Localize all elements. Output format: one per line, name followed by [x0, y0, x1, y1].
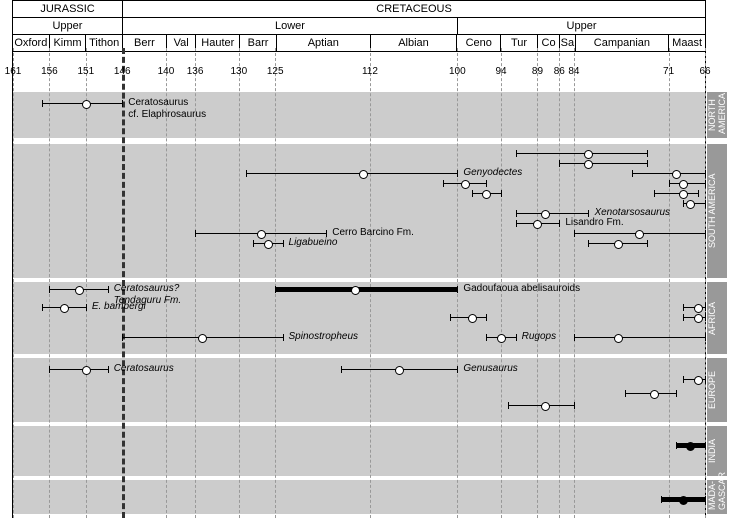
taxon-label: Ceratosaurus	[114, 363, 174, 375]
header-cell: Upper	[458, 18, 705, 35]
header-cell: CRETACEOUS	[123, 1, 705, 18]
header-cell: JURASSIC	[13, 1, 123, 18]
region-band	[13, 92, 705, 138]
taxon-label: Genusaurus	[463, 363, 517, 375]
age-tick-label: 136	[187, 66, 204, 77]
taxon-label: Genyodectes	[463, 167, 522, 179]
taxon-label: Gadoufaoua abelisauroids	[463, 283, 580, 295]
age-tick-label: 71	[663, 66, 674, 77]
header-cell: Upper	[13, 18, 123, 35]
taxon-label: Rugops	[522, 331, 556, 343]
header-cell: Lower	[123, 18, 458, 35]
taxon-label: Cerro Barcino Fm.	[332, 227, 414, 239]
region-label: INDIA	[707, 426, 727, 476]
age-tick-label: 140	[158, 66, 175, 77]
age-tick-label: 161	[5, 66, 22, 77]
gridline	[370, 48, 371, 518]
age-tick-label: 125	[267, 66, 284, 77]
age-tick-label: 89	[532, 66, 543, 77]
age-tick-label: 86	[554, 66, 565, 77]
taxon-label: E. bambergi	[92, 301, 146, 313]
age-tick-label: 100	[449, 66, 466, 77]
region-label: SOUTH AMERICA	[707, 144, 727, 278]
gridline	[86, 48, 87, 518]
age-tick-label: 112	[362, 66, 378, 77]
taxon-label: Ligabueino	[289, 237, 338, 249]
age-tick-label: 94	[495, 66, 506, 77]
plot-area: NORTH AMERICASOUTH AMERICAAFRICAEUROPEIN…	[12, 48, 706, 518]
gridline	[457, 48, 458, 518]
region-label: EUROPE	[707, 358, 727, 422]
region-band	[13, 480, 705, 514]
age-tick-label: 130	[230, 66, 247, 77]
region-label: NORTH AMERICA	[707, 92, 727, 138]
gridline	[49, 48, 50, 518]
region-label: AFRICA	[707, 282, 727, 354]
taxon-label: Spinostropheus	[289, 331, 359, 343]
taxon-label: Ceratosauruscf. Elaphrosaurus	[128, 97, 206, 121]
taxon-label: Lisandro Fm.	[565, 217, 623, 229]
gridline	[275, 48, 276, 518]
age-tick-label: 156	[41, 66, 58, 77]
region-band	[13, 426, 705, 476]
gridline	[669, 48, 670, 518]
region-label: MADA- GASCAR	[707, 480, 727, 514]
gridline	[13, 48, 14, 518]
age-tick-label: 146	[114, 66, 131, 77]
age-tick-label: 66	[699, 66, 710, 77]
age-tick-label: 151	[77, 66, 94, 77]
gridline	[239, 48, 240, 518]
age-tick-label: 84	[568, 66, 579, 77]
